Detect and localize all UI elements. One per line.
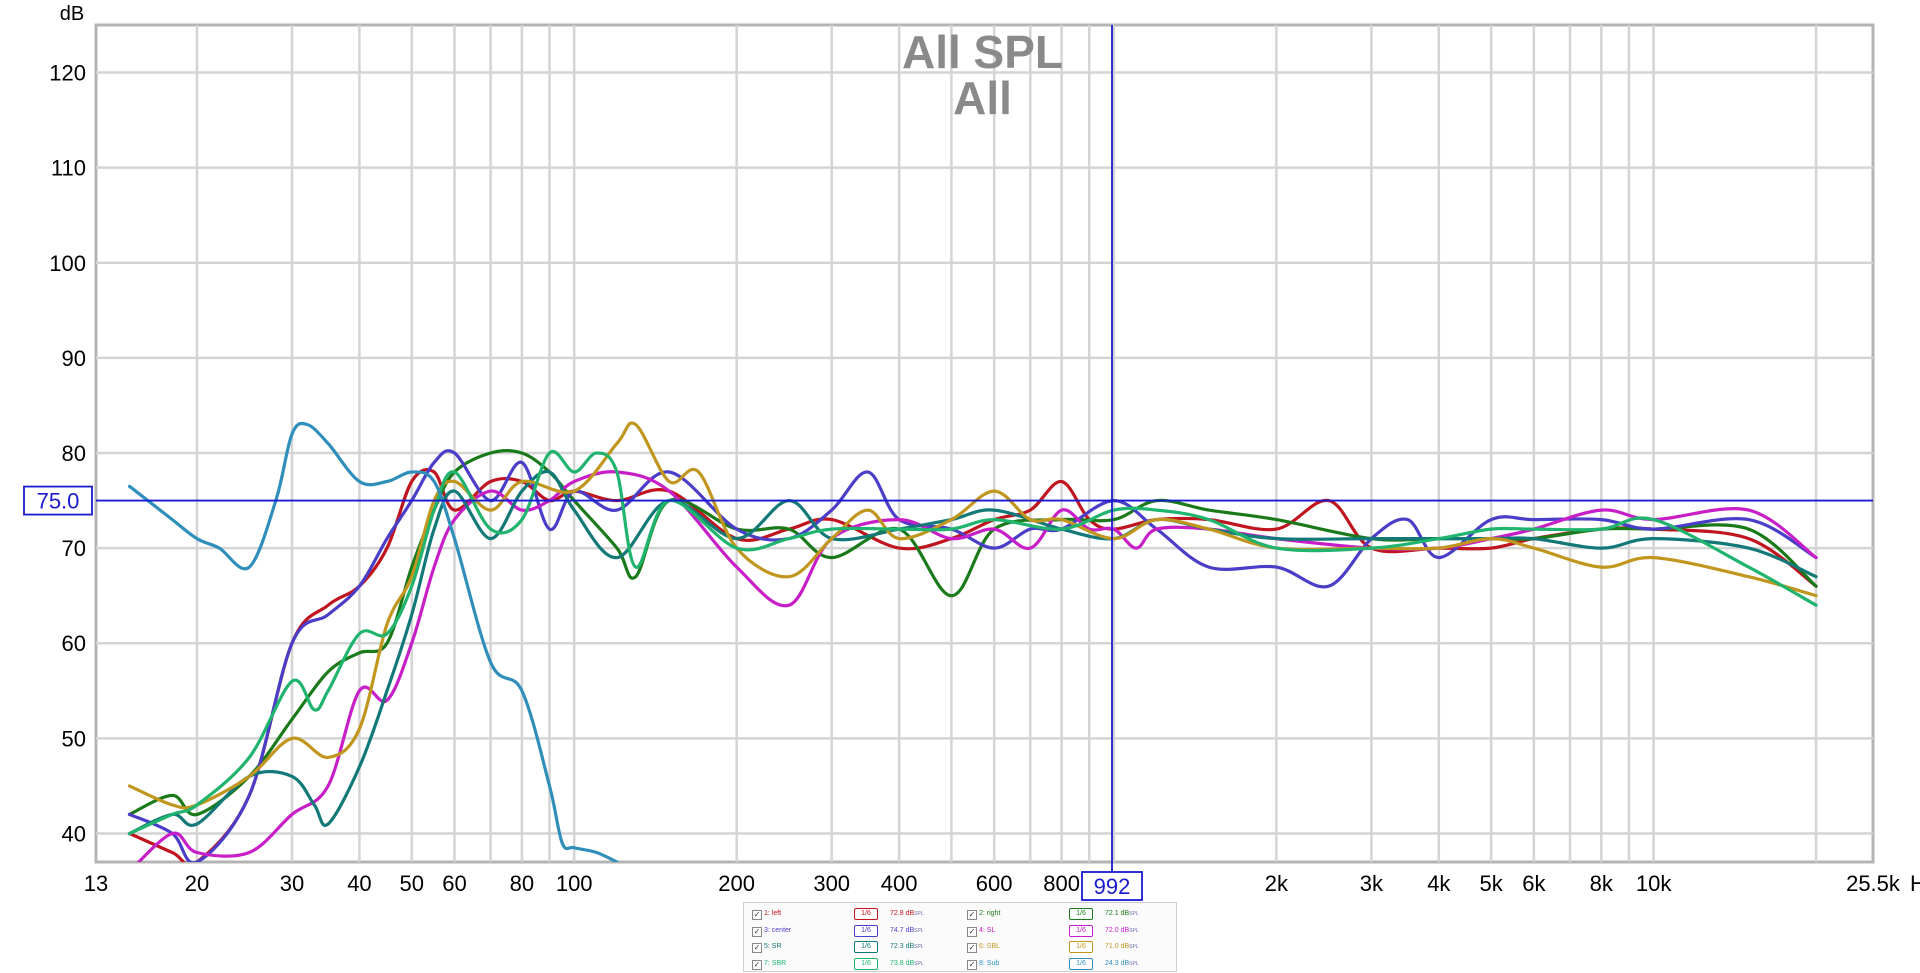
legend-checkbox[interactable]: ✓ (967, 943, 977, 953)
legend-smoothing-button[interactable]: 1/6 (854, 941, 878, 953)
legend-smoothing-button[interactable]: 1/6 (854, 924, 878, 937)
x-tick-label: 200 (718, 871, 755, 896)
legend-series-name: 3: center (764, 926, 792, 934)
legend-item: ✓ 2: right 1/6 72.1 dBSPL (959, 907, 1174, 923)
legend-unit: SPL (1129, 960, 1139, 967)
legend-item: ✓ 3: center 1/6 74.7 dBSPL (744, 924, 959, 940)
legend-smoothing-button[interactable]: 1/6 (854, 957, 878, 970)
legend-unit: SPL (914, 927, 924, 934)
legend-unit: SPL (1129, 944, 1139, 950)
grid (96, 25, 1873, 862)
y-tick-label: 100 (49, 251, 86, 276)
chart-title: All SPL (902, 26, 1063, 78)
cursor[interactable]: 75.0 992 (23, 25, 1873, 901)
legend-series-name: 2: right (979, 910, 1001, 917)
legend-smoothing-button[interactable]: 1/6 (1069, 941, 1093, 953)
plot-area[interactable] (94, 23, 1875, 864)
legend-unit: SPL (914, 944, 924, 950)
legend: ✓ 1: left 1/6 72.8 dBSPL ✓ 2: right 1/6 72.1 dB… (743, 902, 1177, 972)
legend-checkbox[interactable]: ✓ (752, 943, 762, 953)
legend-unit: SPL (1129, 911, 1139, 917)
legend-item: ✓ 8: Sub 1/6 24.3 dBSPL (959, 957, 1174, 973)
x-tick-label: 6k (1522, 871, 1546, 896)
legend-value: 74.7 dBSPL (890, 926, 924, 934)
legend-series-name: 8: Sub (979, 959, 1000, 967)
x-tick-label: 40 (347, 871, 371, 896)
axes: 40 50 60 70 80 90 100 110 120 13 20 30 40 50 60 80 100 20… (49, 61, 1901, 896)
x-tick-label: 8k (1590, 871, 1614, 896)
y-tick-label: 40 (62, 821, 86, 846)
chart-subtitle: All (953, 72, 1012, 124)
series-line-8 (127, 421, 619, 862)
legend-value: 71.0 dBSPL (1105, 943, 1139, 950)
y-tick-label: 90 (62, 346, 86, 371)
x-tick-label: 10k (1636, 871, 1672, 896)
cursor-y-box (23, 485, 93, 516)
y-tick-label: 80 (62, 441, 86, 466)
y-tick-label: 70 (62, 536, 86, 561)
legend-series-name: 4: SL (979, 926, 996, 934)
x-tick-label: 400 (881, 871, 918, 896)
legend-item: ✓ 5: SR 1/6 72.3 dBSPL (744, 940, 959, 956)
series-line-6 (127, 421, 1818, 810)
x-tick-label: 2k (1265, 871, 1289, 896)
legend-unit: SPL (914, 960, 924, 967)
y-tick-label: 50 (62, 726, 86, 751)
legend-item: ✓ 7: SBR 1/6 73.8 dBSPL (744, 957, 959, 973)
legend-checkbox[interactable]: ✓ (752, 959, 762, 970)
x-tick-label: 60 (442, 871, 466, 896)
legend-unit: SPL (914, 911, 924, 917)
x-tick-label: 50 (399, 871, 423, 896)
y-tick-label: 120 (49, 61, 86, 86)
chart-title-group: All SPL All (902, 26, 1063, 124)
x-tick-label: 13 (84, 871, 108, 896)
legend-series-name: 7: SBR (764, 959, 787, 967)
x-tick-label: 300 (813, 871, 850, 896)
x-tick-label: 4k (1427, 871, 1451, 896)
cursor-x-box (1081, 871, 1143, 901)
x-tick-label: 20 (185, 871, 209, 896)
legend-item: ✓ 4: SL 1/6 72.0 dBSPL (959, 924, 1174, 940)
legend-unit: SPL (1129, 927, 1139, 934)
x-tick-label: 600 (976, 871, 1013, 896)
legend-value: 24.3 dBSPL (1105, 959, 1139, 967)
legend-checkbox[interactable]: ✓ (967, 926, 977, 937)
legend-value: 73.8 dBSPL (890, 959, 924, 967)
legend-smoothing-button[interactable]: 1/6 (1069, 924, 1093, 937)
legend-value: 72.1 dBSPL (1105, 910, 1139, 917)
y-tick-label: 60 (62, 631, 86, 656)
cursor-x-label: 992 (1094, 874, 1131, 899)
legend-value: 72.3 dBSPL (890, 943, 924, 950)
legend-series-name: 6: SBL (979, 943, 1001, 950)
legend-value: 72.0 dBSPL (1105, 926, 1139, 934)
legend-series-name: 1: left (764, 910, 782, 917)
x-tick-label: 30 (280, 871, 304, 896)
legend-checkbox[interactable]: ✓ (752, 926, 762, 937)
x-axis-unit: Hz (1910, 871, 1920, 896)
x-tick-label: 800 (1043, 871, 1080, 896)
x-tick-label: 3k (1360, 871, 1384, 896)
legend-smoothing-button[interactable]: 1/6 (1069, 908, 1093, 920)
y-axis-unit: dB (60, 3, 84, 25)
legend-checkbox[interactable]: ✓ (752, 910, 762, 920)
x-tick-label: 5k (1480, 871, 1504, 896)
legend-item: ✓ 1: left 1/6 72.8 dBSPL (744, 907, 959, 923)
legend-series-name: 5: SR (764, 943, 782, 950)
legend-item: ✓ 6: SBL 1/6 71.0 dBSPL (959, 940, 1174, 956)
legend-smoothing-button[interactable]: 1/6 (854, 908, 878, 920)
x-tick-label: 100 (556, 871, 593, 896)
legend-smoothing-button[interactable]: 1/6 (1069, 957, 1093, 970)
cursor-y-label: 75.0 (37, 489, 80, 514)
x-tick-label: 25.5k (1846, 871, 1901, 896)
y-tick-label: 110 (51, 156, 86, 181)
legend-checkbox[interactable]: ✓ (967, 959, 977, 970)
legend-value: 72.8 dBSPL (890, 910, 924, 917)
legend-checkbox[interactable]: ✓ (967, 910, 977, 920)
x-tick-label: 80 (510, 871, 534, 896)
